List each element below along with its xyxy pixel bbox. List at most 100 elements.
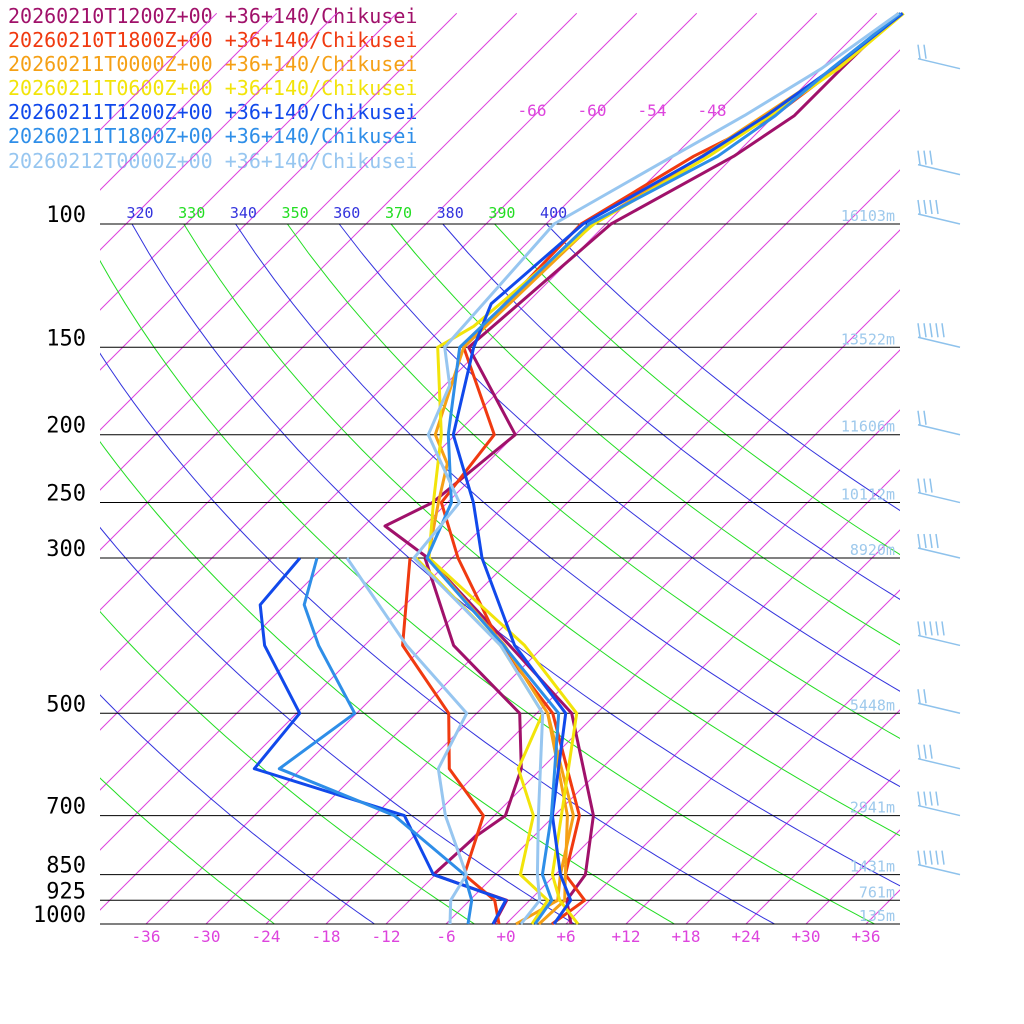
wind-barb-flag <box>923 410 927 425</box>
wind-barb-flag <box>935 323 939 338</box>
wind-barb-flag <box>917 744 921 759</box>
isotherm-line <box>145 169 900 924</box>
wind-barb <box>917 621 961 647</box>
wind-barb <box>917 199 961 225</box>
temperature-tick-label: -18 <box>312 927 341 946</box>
wind-barb <box>917 689 961 715</box>
height-label: 1431m <box>850 858 895 876</box>
temperature-line <box>425 12 902 925</box>
wind-barb <box>917 533 961 559</box>
wind-barb-shaft <box>917 702 961 715</box>
temperature-line <box>412 12 900 925</box>
height-label: 11606m <box>841 418 895 436</box>
isotherm-line <box>100 12 398 311</box>
theta-line <box>442 223 900 600</box>
wind-barb-flag <box>917 850 921 865</box>
isotherm-line <box>100 109 900 911</box>
isotherm-line <box>265 289 900 924</box>
wind-barb-flag <box>935 533 939 549</box>
wind-barb-shaft <box>917 57 961 70</box>
wind-barb-flag <box>923 323 927 338</box>
legend-item: 20260210T1800Z+00 +36+140/Chikusei <box>8 28 418 53</box>
temperature-line <box>451 12 904 925</box>
theta-line <box>100 259 876 924</box>
isobar-lines <box>100 223 900 925</box>
isotherm-line <box>625 649 900 924</box>
isotherm-label: -66 <box>518 101 547 120</box>
isotherm-line <box>100 12 578 491</box>
wind-barb <box>917 44 961 70</box>
wind-barb-flag <box>929 323 933 338</box>
pressure-label: 250 <box>46 482 86 507</box>
isotherm-line <box>100 12 878 791</box>
wind-barb-shaft <box>917 336 961 348</box>
pressure-label: 850 <box>46 854 86 879</box>
temperature-tick-label: -36 <box>132 927 161 946</box>
theta-line <box>100 694 376 924</box>
theta-label: 340 <box>230 204 257 222</box>
isotherm-line <box>865 889 900 924</box>
wind-barb-flag <box>917 689 921 704</box>
isotherm-line <box>205 229 900 924</box>
wind-barb-flag <box>917 791 921 806</box>
temperature-tick-label: +18 <box>672 927 701 946</box>
isotherm-line <box>100 12 218 131</box>
theta-line <box>390 223 900 646</box>
isotherm-line <box>445 469 900 924</box>
wind-barb <box>917 150 961 176</box>
theta-line <box>286 223 900 740</box>
isotherm-label: -48 <box>698 101 727 120</box>
wind-barb-flag <box>941 621 945 636</box>
isotherm-line <box>100 12 638 551</box>
isotherm-line <box>100 12 278 191</box>
wind-barb-flag <box>941 323 945 338</box>
theta-label: 390 <box>488 204 515 222</box>
wind-barb-flag <box>923 850 927 865</box>
sounding-series <box>401 12 900 926</box>
wind-barb-flag <box>917 323 921 338</box>
height-label: 16103m <box>841 207 895 225</box>
wind-barb <box>917 478 961 504</box>
wind-barb-flag <box>929 199 933 215</box>
wind-barb-flag <box>929 791 933 806</box>
temperature-tick-label: -30 <box>192 927 221 946</box>
theta-line <box>183 223 900 837</box>
temperature-tick-label: +12 <box>612 927 641 946</box>
wind-barb-flag <box>929 850 933 865</box>
temperature-tick-label: -12 <box>372 927 401 946</box>
wind-barb-shaft <box>917 757 961 770</box>
isotherm-line <box>100 12 818 731</box>
wind-barb-flag <box>917 478 921 493</box>
isotherm-label: -60 <box>578 101 607 120</box>
pressure-label: 200 <box>46 414 86 439</box>
theta-label: 350 <box>282 204 309 222</box>
theta-label: 330 <box>178 204 205 222</box>
wind-barb-shaft <box>917 863 961 876</box>
pressure-label: 500 <box>46 692 86 717</box>
theta-line <box>235 223 900 788</box>
wind-barb-flag <box>923 744 927 759</box>
isotherm-line <box>100 12 458 371</box>
isotherm-line <box>805 829 900 924</box>
dewpoint-line <box>252 557 508 925</box>
isotherm-line <box>685 709 900 924</box>
wind-barb <box>917 323 961 348</box>
sounding-series <box>414 12 905 925</box>
wind-barb-flag <box>923 621 927 636</box>
wind-barbs <box>917 44 961 876</box>
wind-barb-flag <box>929 621 933 636</box>
dewpoint-line <box>277 557 474 925</box>
dewpoint-line <box>414 556 550 925</box>
wind-barb-flag <box>923 150 927 165</box>
height-label: 8920m <box>850 541 895 559</box>
pressure-label: 100 <box>46 203 86 228</box>
wind-barb-flag <box>923 478 927 493</box>
theta-line <box>100 352 776 924</box>
isotherm-line <box>385 409 900 924</box>
wind-barb-flag <box>917 621 921 636</box>
wind-barb-shaft <box>917 634 961 647</box>
wind-barb-flag <box>929 533 933 549</box>
wind-barb-shaft <box>917 213 961 225</box>
sounding-profiles <box>252 12 905 926</box>
wind-barb-flag <box>935 199 939 215</box>
